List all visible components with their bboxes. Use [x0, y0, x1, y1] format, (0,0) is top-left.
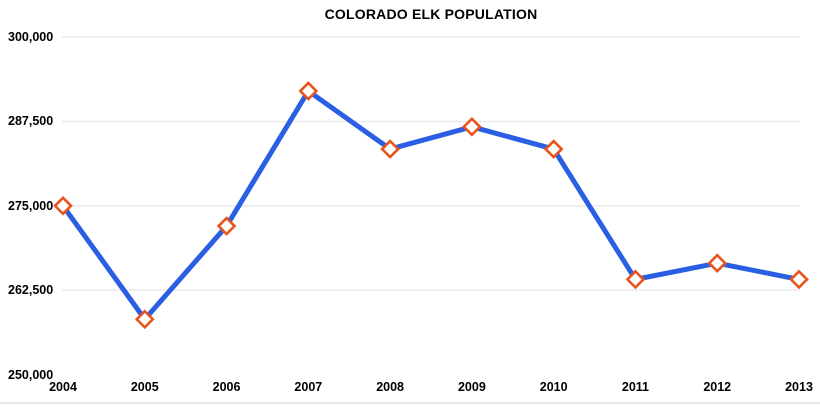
x-axis-tick-label: 2007 — [294, 380, 323, 394]
x-axis-tick-label: 2004 — [49, 380, 77, 394]
data-point-2009 — [462, 116, 482, 137]
x-axis-tick-label: 2013 — [785, 380, 813, 394]
data-point-2005 — [134, 309, 155, 330]
x-axis-tick-label: 2009 — [457, 380, 486, 394]
y-axis-tick-label: 300,000 — [8, 30, 54, 44]
x-axis-tick-label: 2008 — [376, 380, 405, 394]
x-axis-tick-label: 2011 — [621, 380, 649, 394]
data-line — [60, 88, 802, 322]
x-axis-tick-label: 2005 — [130, 380, 159, 394]
data-point-2008 — [380, 139, 400, 159]
chart-bottom-border — [0, 402, 820, 404]
y-axis-tick-label: 250,000 — [8, 367, 54, 382]
chart-title: COLORADO ELK POPULATION — [324, 6, 538, 22]
x-axis-tick-label: 2006 — [212, 380, 241, 394]
data-point-2011 — [625, 269, 646, 290]
y-axis-tick-label: 262,500 — [8, 283, 54, 298]
data-point-2007 — [298, 81, 319, 101]
data-point-2012 — [707, 253, 728, 274]
x-axis-tick-label: 2010 — [539, 380, 568, 394]
y-axis-tick-label: 287,500 — [8, 114, 54, 129]
data-point-2004 — [53, 195, 73, 216]
data-point-2006 — [216, 216, 237, 236]
y-axis-tick-label: 275,000 — [8, 198, 54, 213]
data-point-2013 — [789, 269, 809, 290]
x-axis-tick-label: 2012 — [703, 380, 732, 394]
data-point-2010 — [543, 139, 564, 159]
